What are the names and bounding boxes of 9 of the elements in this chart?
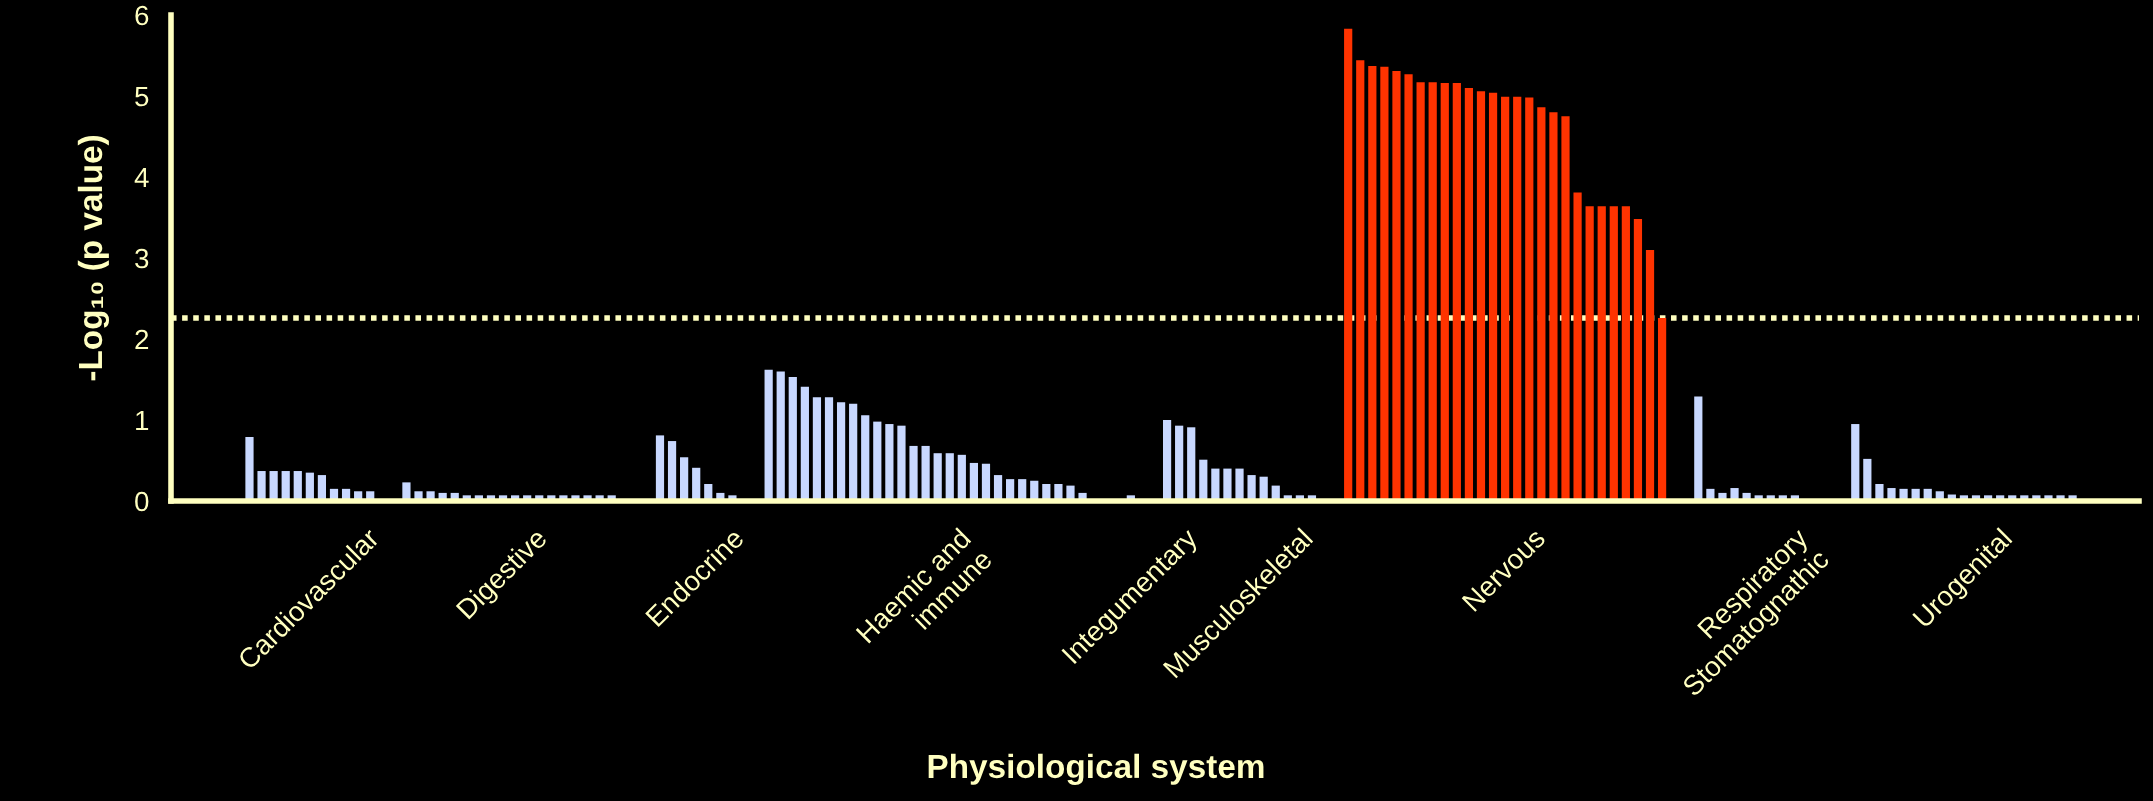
y-tick-label: 3 [135, 248, 149, 269]
x-axis-title: Physiological system [928, 753, 1264, 785]
y-tick-label: 2 [135, 329, 149, 350]
y-tick-label: 1 [136, 410, 149, 431]
y-tick-label: 6 [135, 5, 149, 26]
y-tick-label: 0 [135, 491, 149, 512]
y-tick-label: 5 [135, 86, 149, 107]
y-tick-label: 4 [134, 167, 149, 188]
y-axis-title: -Log₁₀ (p value) [77, 135, 110, 381]
